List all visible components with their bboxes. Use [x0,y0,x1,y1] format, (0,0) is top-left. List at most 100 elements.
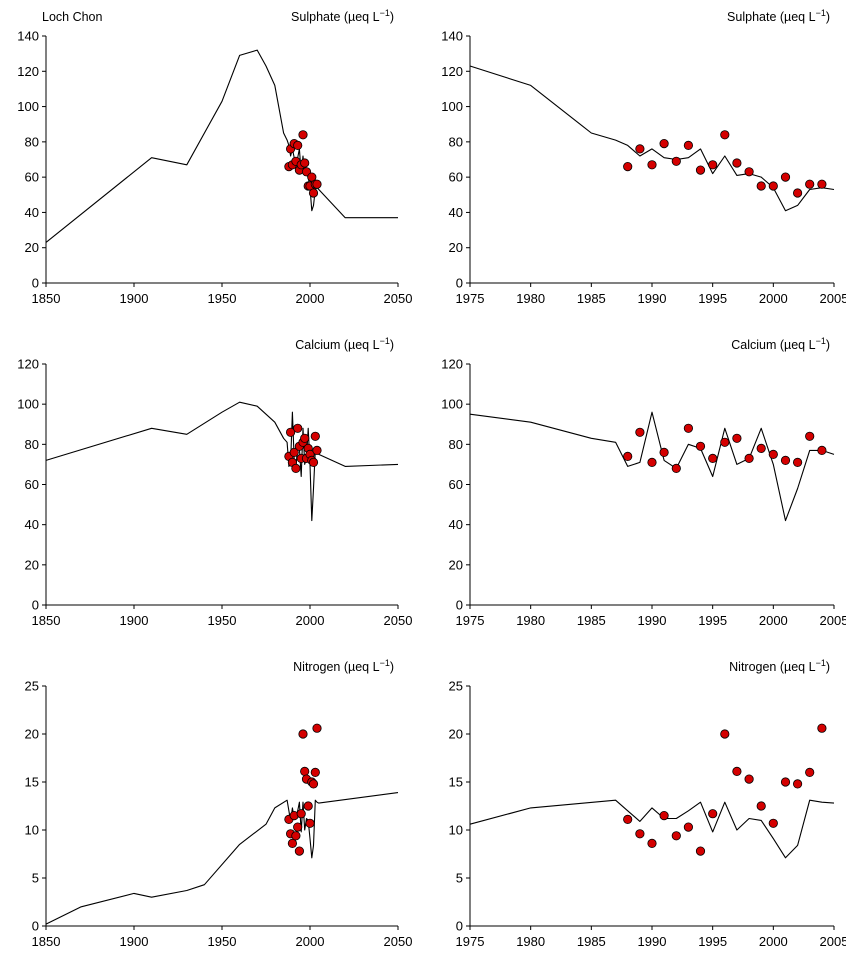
observed-point [294,846,304,856]
chart-panel-nitrogen-long: 0 5 10 15 20 25 1850 1900 1950 2000 2050 Nitrogen (… [25,658,413,949]
observed-point [303,801,313,811]
x-tick-label: 2000 [759,613,788,628]
observed-point [720,130,730,140]
observed-point [768,818,778,828]
observed-point [623,814,633,825]
observed-point [300,433,310,443]
x-tick-label: 1900 [120,934,149,949]
y-tick-label: 20 [449,557,463,572]
observed-point [308,457,319,467]
observed-point [817,445,827,455]
observed-point [300,766,310,777]
y-tick-label: 25 [449,679,463,694]
y-tick-label: 100 [17,99,39,114]
y-tick-label: 60 [25,477,39,492]
x-tick-label: 1975 [456,613,485,628]
panel-title: Sulphate (µeq L−1) [727,8,830,24]
observed-point [635,144,645,154]
x-tick-label: 1980 [516,934,545,949]
x-tick-label: 2000 [759,934,788,949]
observed-point [310,431,320,441]
x-tick-label: 1980 [516,613,545,628]
modelled-series-line [45,401,399,522]
x-tick-label: 2005 [820,934,846,949]
y-tick-label: 80 [449,437,463,452]
y-tick-label: 0 [456,919,463,934]
y-tick-label: 80 [25,437,39,452]
observed-point [756,443,766,453]
observed-point [744,453,754,463]
modelled-series-line [469,65,835,212]
y-tick-label: 0 [32,276,39,291]
y-tick-label: 120 [17,64,39,79]
chart-panel-calcium-long: 0 20 40 60 80 100 120 1850 1900 1950 2000 2050 Calci… [17,336,412,628]
panel-title: Sulphate (µeq L−1) [291,8,394,24]
y-tick-label: 40 [449,517,463,532]
x-tick-label: 2000 [296,291,325,306]
panel-title: Nitrogen (µeq L−1) [293,658,394,674]
y-tick-label: 60 [449,170,463,185]
observed-point [683,822,694,832]
modelled-series-line [45,49,398,243]
x-tick-label: 1980 [516,291,545,306]
y-tick-label: 5 [456,871,463,886]
observed-point [792,188,803,198]
observed-point [308,779,319,789]
y-tick-label: 120 [441,357,463,372]
observed-point [647,457,657,467]
y-tick-label: 10 [449,823,463,838]
observed-point [671,831,681,841]
y-tick-label: 40 [25,205,39,220]
observed-point [635,829,645,839]
panel-title: Calcium (µeq L−1) [731,336,830,352]
y-tick-label: 20 [449,240,463,255]
x-tick-label: 1850 [32,934,61,949]
x-tick-label: 2050 [384,934,413,949]
y-tick-label: 40 [449,205,463,220]
observed-point [768,449,778,459]
observed-point [805,179,815,189]
y-tick-label: 80 [25,134,39,149]
y-tick-label: 100 [441,397,463,412]
observed-point [647,160,657,170]
y-tick-label: 0 [456,276,463,291]
observed-point [671,463,681,473]
observed-point [312,723,322,733]
y-tick-label: 120 [441,64,463,79]
observed-point [308,188,319,198]
x-tick-label: 1995 [698,291,727,306]
observed-point [817,723,827,733]
y-tick-label: 20 [25,557,39,572]
x-tick-label: 1985 [577,934,606,949]
observed-point [659,447,669,457]
x-tick-label: 1990 [638,613,667,628]
observed-point [780,777,791,787]
modelled-series-line [469,799,835,859]
chart-panel-sulphate-recent: 0 20 40 60 80 100 120 140 1975 1980 1985 1990 1995 20… [441,8,846,306]
y-tick-label: 20 [25,727,39,742]
x-tick-label: 1900 [120,613,149,628]
chart-panel-sulphate-long: 0 20 40 60 80 100 120 140 1850 1900 1950 2000 2050 Su… [17,8,412,306]
observed-point [708,809,718,819]
x-tick-label: 1995 [698,934,727,949]
y-tick-label: 60 [449,477,463,492]
x-tick-label: 1950 [208,934,237,949]
modelled-series-line [45,792,399,925]
x-tick-label: 1850 [32,291,61,306]
x-tick-label: 2000 [759,291,788,306]
x-tick-label: 1900 [120,291,149,306]
observed-point [732,766,742,777]
x-tick-label: 2005 [820,613,846,628]
x-tick-label: 1995 [698,613,727,628]
observed-point [720,729,730,739]
y-tick-label: 140 [441,29,463,44]
observed-point [298,130,308,140]
observed-point [792,457,803,467]
site-label: Loch Chon [42,10,103,24]
y-tick-label: 120 [17,357,39,372]
observed-point [659,139,669,149]
x-tick-label: 2000 [296,934,325,949]
observed-point [695,846,706,856]
